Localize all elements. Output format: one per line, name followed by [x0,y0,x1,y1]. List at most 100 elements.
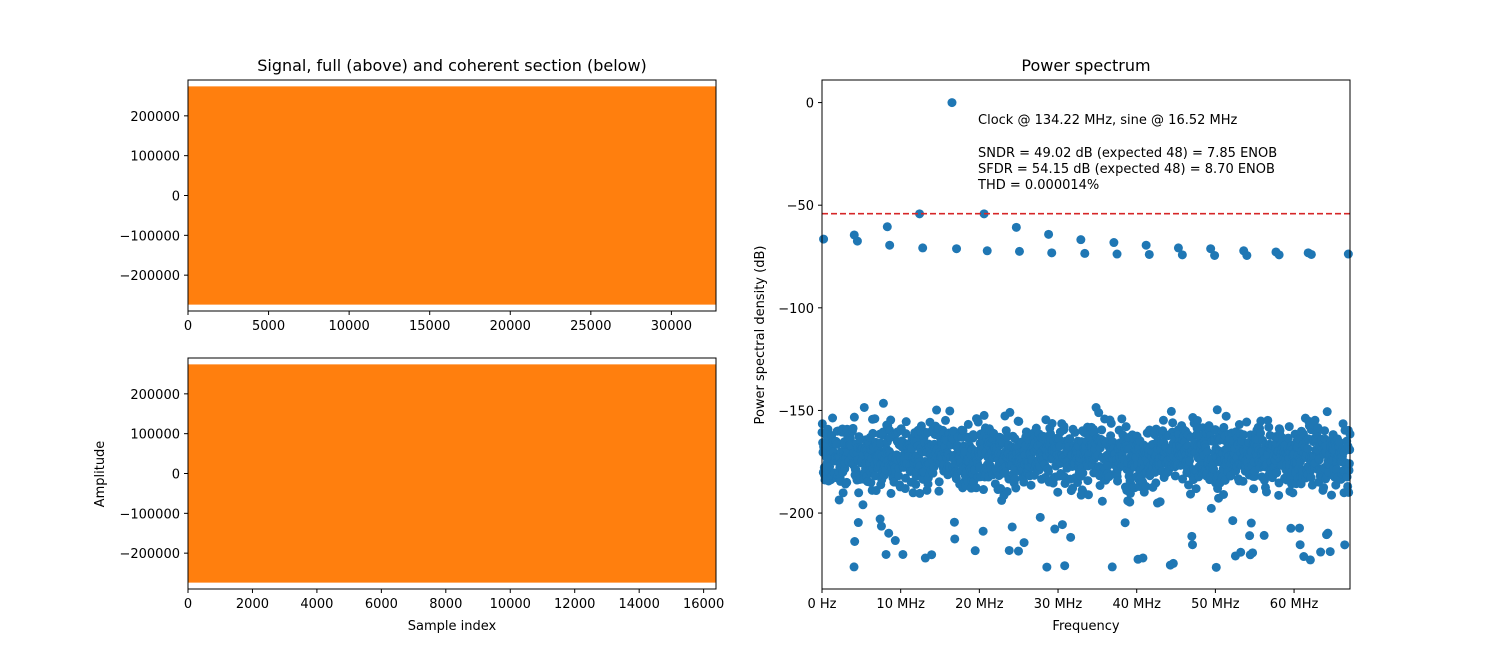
noise-point [1097,496,1107,506]
x-tick-label: 8000 [429,597,462,612]
signal-coherent-x-ticks: 0 2000 4000 6000 8000 10000 12000 14000 16000 [184,589,724,612]
noise-point [1187,531,1197,541]
y-tick-label: 200000 [130,110,180,125]
x-tick-label: 0 [184,319,192,334]
noise-point [1316,547,1326,557]
noise-point [1319,483,1329,493]
noise-point [870,471,880,481]
noise-point [1294,523,1304,533]
noise-point [842,477,852,487]
noise-point [1261,487,1271,497]
noise-point [1060,561,1070,571]
noise-point [901,429,911,439]
spectrum-annotations: Clock @ 134.22 MHz, sine @ 16.52 MHz SND… [977,113,1277,193]
y-tick-label: −100 [778,302,814,317]
spectrum-title: Power spectrum [1021,56,1150,75]
x-tick-label: 20000 [490,319,531,334]
noise-point [1151,478,1161,488]
noise-point [1249,484,1259,494]
noise-point [1263,415,1273,425]
noise-point [1239,430,1249,440]
noise-point [1236,547,1246,557]
noise-point [950,534,960,544]
noise-point [1124,444,1134,454]
y-tick-label: −200000 [119,547,180,562]
noise-point [978,485,988,495]
noise-point [1256,416,1266,426]
noise-point [1245,531,1255,541]
x-tick-label: 40 MHz [1112,597,1161,612]
noise-point [1221,411,1231,421]
noise-point [1168,558,1178,568]
noise-point [886,488,896,498]
noise-point [1059,421,1069,431]
noise-point [1248,548,1258,558]
noise-point [1238,476,1248,486]
noise-point [1325,547,1335,557]
noise-point [1141,481,1151,491]
noise-point [1070,427,1080,437]
noise-point [1306,473,1316,483]
annotation-clock: Clock @ 134.22 MHz, sine @ 16.52 MHz [978,113,1238,128]
noise-point [1288,488,1298,498]
annotation-sfdr: SFDR = 54.15 dB (expected 48) = 8.70 ENO… [978,162,1275,177]
noise-point [849,562,859,572]
spur-point [952,244,962,254]
signal-full-x-ticks: 0 5000 10000 15000 20000 25000 30000 [184,311,692,334]
noise-point [1019,477,1029,487]
noise-point [1106,418,1116,428]
y-tick-label: 100000 [130,150,180,165]
noise-point [927,550,937,560]
noise-point [1340,540,1350,550]
noise-point [1344,459,1354,469]
x-tick-label: 16000 [683,597,724,612]
x-tick-label: 2000 [236,597,269,612]
noise-point [876,521,886,531]
noise-point [853,518,863,528]
noise-point [1094,408,1104,418]
spur-point [1112,249,1122,259]
spur-point [852,236,862,246]
noise-point [1019,538,1029,548]
noise-point [1191,484,1201,494]
noise-point [1272,468,1282,478]
noise-point [1286,523,1296,533]
noise-point [1138,553,1148,563]
y-tick-label: −100000 [119,507,180,522]
noise-point [1186,489,1196,499]
noise-point [1155,497,1165,507]
noise-point [1095,480,1105,490]
noise-point [1007,522,1017,532]
signal-panel-title: Signal, full (above) and coherent sectio… [257,56,647,75]
noise-point [884,528,894,538]
spur-point [1011,222,1021,232]
signal-x-axis-label: Sample index [408,619,497,634]
noise-point [849,412,859,422]
noise-point [1050,524,1060,534]
noise-point [911,479,921,489]
x-tick-label: 20 MHz [955,597,1004,612]
noise-point [1107,562,1117,572]
noise-point [900,484,910,494]
noise-point [1274,490,1284,500]
noise-point [850,536,860,546]
spur-point [1177,250,1187,260]
noise-point [838,488,848,498]
spectrum-frame [821,79,1351,590]
x-tick-label: 60 MHz [1270,597,1319,612]
noise-point [854,488,864,498]
signal-y-axis-label: Amplitude [93,441,108,508]
noise-point [1219,489,1229,499]
noise-point [1259,530,1269,540]
signal-coherent-panel: 0 2000 4000 6000 8000 10000 12000 14000 16000 20… [93,357,724,634]
noise-point [971,483,981,493]
noise-point [958,425,968,435]
noise-point [1170,471,1180,481]
noise-point [1011,483,1021,493]
x-tick-label: 0 [184,597,192,612]
spur-point [1242,250,1252,260]
noise-point [886,415,896,425]
y-tick-label: 0 [806,97,814,112]
x-tick-label: 30000 [651,319,692,334]
noise-point [1212,405,1222,415]
